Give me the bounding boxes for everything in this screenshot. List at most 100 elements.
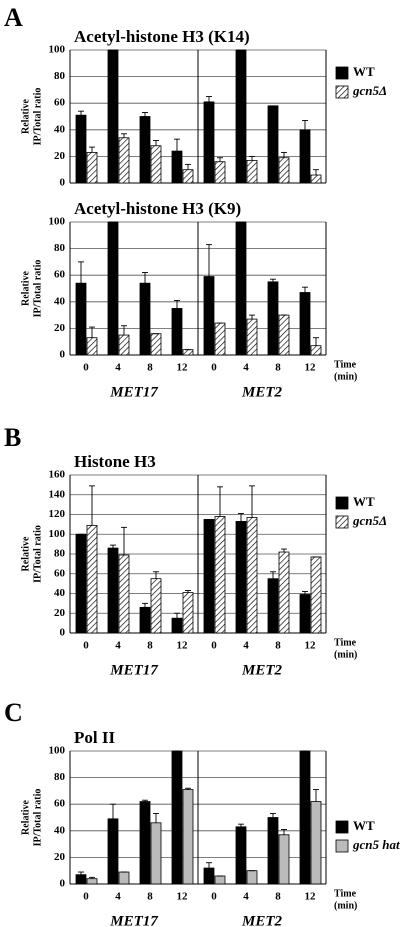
panel-label: B [4, 423, 21, 452]
error-bar [110, 803, 116, 819]
bar [278, 834, 290, 885]
y-tick-label: 60 [54, 269, 66, 281]
bar [214, 161, 226, 184]
error-bar [302, 591, 308, 595]
bar [267, 105, 279, 184]
y-tick-label: 80 [54, 70, 66, 82]
y-tick-label: 60 [54, 567, 66, 579]
x-tick-label: 8 [147, 362, 153, 374]
error-bar [121, 133, 127, 138]
y-axis-label: Relative [20, 270, 31, 306]
error-bar [142, 799, 148, 802]
error-bar [281, 548, 287, 553]
bar [246, 159, 258, 184]
x-axis-label: Time [334, 888, 357, 899]
error-bar [206, 244, 212, 277]
error-bar [153, 139, 159, 146]
legend-label: gcn5Δ [352, 513, 387, 528]
bar [299, 594, 311, 634]
y-tick-label: 100 [49, 44, 66, 56]
bar [86, 152, 98, 184]
bar [299, 129, 311, 184]
bar [86, 878, 98, 885]
y-tick-label: 0 [60, 627, 66, 639]
bar [75, 282, 87, 356]
title-bg [72, 451, 158, 471]
bar [235, 521, 247, 634]
error-bar [174, 138, 180, 152]
x-tick-label: 12 [305, 362, 317, 374]
error-bar [302, 286, 308, 293]
x-tick-label: 12 [305, 640, 317, 652]
bar [246, 318, 258, 356]
error-bar [281, 151, 287, 158]
bar [139, 606, 151, 634]
legend-swatch [335, 496, 349, 510]
y-tick-label: 20 [54, 322, 66, 334]
bar [267, 281, 279, 356]
bar [150, 822, 162, 885]
bar [182, 592, 194, 634]
bar [171, 750, 183, 885]
error-bar [142, 112, 148, 117]
bar [182, 169, 194, 184]
bar [278, 314, 290, 356]
bar [75, 533, 87, 634]
y-tick-label: 100 [49, 216, 66, 228]
bar [107, 818, 119, 885]
legend-label: gcn5Δ [352, 83, 387, 98]
error-bar [281, 829, 287, 835]
x-tick-label: 4 [115, 640, 121, 652]
error-bar [217, 486, 223, 517]
error-bar [185, 787, 191, 790]
bar [150, 578, 162, 634]
y-tick-label: 40 [54, 123, 66, 135]
x-tick-label: 0 [83, 891, 89, 903]
bar [267, 578, 279, 634]
x-axis-label: Time [334, 359, 357, 370]
bar [299, 292, 311, 356]
legend-label: WT [353, 818, 375, 833]
y-tick-label: 40 [54, 295, 66, 307]
y-tick-label: 20 [54, 150, 66, 162]
error-bar [185, 163, 191, 170]
x-tick-label: 0 [211, 891, 217, 903]
y-axis-label: Relative [20, 536, 31, 572]
legend-label: WT [353, 494, 375, 509]
bar [182, 789, 194, 885]
group-label: MET17 [109, 913, 158, 927]
bar [107, 221, 119, 356]
error-bar [89, 876, 95, 879]
bar [118, 871, 130, 885]
error-bar [270, 278, 276, 282]
x-axis-label: (min) [334, 371, 357, 382]
x-tick-label: 12 [177, 362, 189, 374]
bar [310, 556, 322, 634]
y-axis-label: IP/Total ratio [32, 260, 43, 318]
error-bar [142, 602, 148, 608]
error-bar [313, 337, 319, 346]
bar [150, 333, 162, 356]
group-label: MET17 [109, 384, 158, 400]
legend-swatch [335, 820, 349, 834]
y-tick-label: 80 [54, 771, 66, 783]
chart-title: Acetyl-histone H3 (K14) [74, 27, 250, 46]
bar [203, 101, 215, 184]
bar [118, 554, 130, 634]
bar [310, 801, 322, 885]
bar [203, 519, 215, 634]
y-tick-label: 40 [54, 824, 66, 836]
error-bar [142, 272, 148, 284]
panel-label: C [4, 698, 23, 727]
x-tick-label: 12 [305, 891, 317, 903]
error-bar [185, 590, 191, 593]
error-bar [78, 871, 84, 875]
bar [139, 116, 151, 184]
legend-label: gcn5 hat [352, 837, 400, 852]
group-label: MET2 [241, 662, 283, 678]
error-bar [217, 157, 223, 162]
y-tick-label: 120 [49, 508, 66, 520]
bar [310, 345, 322, 356]
error-bar [249, 485, 255, 518]
error-bar [238, 513, 244, 522]
